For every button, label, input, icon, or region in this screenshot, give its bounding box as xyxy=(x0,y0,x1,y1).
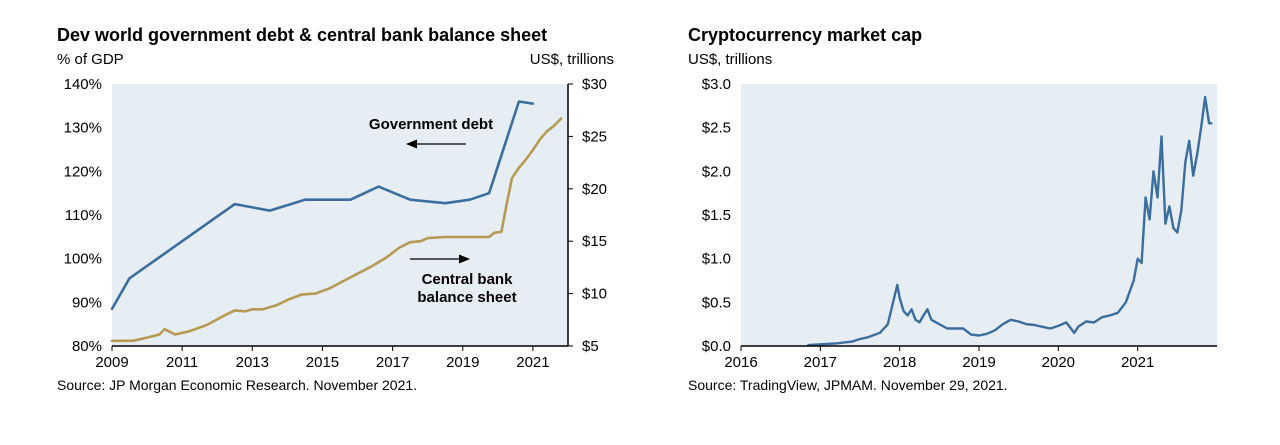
right-axis-tick-label: $25 xyxy=(582,128,607,145)
right-axis-tick-label: $10 xyxy=(582,286,607,303)
left-x-tick-label: 2009 xyxy=(95,354,128,371)
left-chart-right-unit: US$, trillions xyxy=(530,51,614,68)
annotation-central-bank-line1: Central bank xyxy=(422,271,514,288)
left-y-tick-label: 80% xyxy=(72,338,102,355)
right-axis-tick-label: $30 xyxy=(582,76,607,93)
left-plot-background xyxy=(112,84,568,346)
left-y-tick-label: 120% xyxy=(64,163,102,180)
left-x-tick-label: 2011 xyxy=(166,354,198,371)
right-axis-tick-label: $15 xyxy=(582,233,607,250)
right-x-tick-label: 2017 xyxy=(804,354,837,371)
left-x-tick-label: 2021 xyxy=(516,354,549,371)
left-chart-source: Source: JP Morgan Economic Research. Nov… xyxy=(57,377,417,393)
annotation-government-debt: Government debt xyxy=(369,116,493,133)
arrow-right-icon xyxy=(410,254,470,264)
right-x-tick-label: 2016 xyxy=(724,354,757,371)
crypto-market-cap-line xyxy=(807,95,1213,347)
right-x-tick-label: 2018 xyxy=(883,354,916,371)
right-x-tick-label: 2019 xyxy=(962,354,995,371)
right-y-tick-label: $0.5 xyxy=(702,294,731,311)
left-y-tick-label: 140% xyxy=(64,76,102,93)
left-x-tick-label: 2013 xyxy=(236,354,269,371)
arrow-left-icon xyxy=(406,139,466,149)
right-plot-background xyxy=(741,84,1217,346)
right-x-tick-label: 2020 xyxy=(1042,354,1075,371)
right-y-tick-label: $3.0 xyxy=(702,76,731,93)
left-x-tick-label: 2015 xyxy=(306,354,339,371)
central-bank-balance-sheet-line xyxy=(110,117,563,343)
right-y-tick-label: $0.0 xyxy=(702,338,731,355)
right-y-tick-label: $2.5 xyxy=(702,120,731,137)
right-chart-title: Cryptocurrency market cap xyxy=(688,25,922,45)
left-chart-left-unit: % of GDP xyxy=(57,51,124,68)
right-y-tick-label: $2.0 xyxy=(702,163,731,180)
left-y-tick-label: 90% xyxy=(72,294,102,311)
right-axis-tick-label: $20 xyxy=(582,181,607,198)
left-y-tick-label: 100% xyxy=(64,251,102,268)
right-chart-source: Source: TradingView, JPMAM. November 29,… xyxy=(688,377,1008,393)
left-chart-title: Dev world government debt & central bank… xyxy=(57,25,547,45)
left-y-tick-label: 110% xyxy=(65,207,102,224)
government-debt-line xyxy=(110,100,535,311)
right-chart-unit: US$, trillions xyxy=(688,51,772,68)
right-axis-tick-label: $5 xyxy=(582,338,599,355)
left-x-tick-label: 2017 xyxy=(376,354,409,371)
right-x-tick-label: 2021 xyxy=(1121,354,1154,371)
left-x-tick-label: 2019 xyxy=(446,354,479,371)
left-y-tick-label: 130% xyxy=(64,120,102,137)
right-y-tick-label: $1.0 xyxy=(702,251,731,268)
right-y-tick-label: $1.5 xyxy=(702,207,731,224)
annotation-central-bank-line2: balance sheet xyxy=(417,289,516,306)
